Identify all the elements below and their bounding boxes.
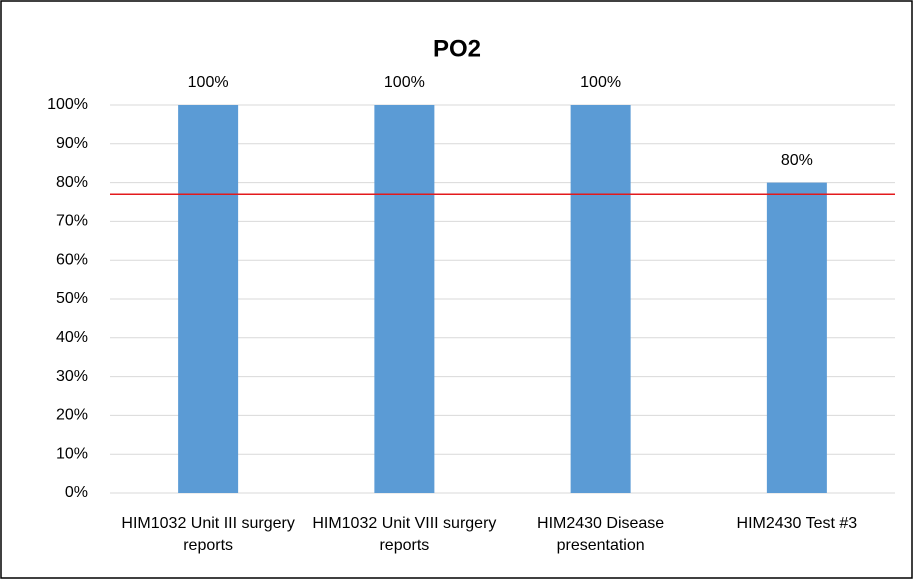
chart-title: PO2 [433,35,481,62]
x-tick-label: HIM2430 Disease presentation [537,515,665,554]
data-label: 100% [384,74,425,91]
x-tick-label: HIM2430 Test #3 [736,515,858,532]
y-tick-label: 50% [56,290,88,307]
y-tick-label: 30% [56,368,88,385]
bar [570,105,631,493]
y-tick-label: 0% [65,484,88,501]
y-tick-label: 60% [56,251,88,268]
y-tick-label: 10% [56,445,88,462]
bar [374,105,435,493]
y-tick-label: 90% [56,135,88,152]
x-tick-label: HIM1032 Unit III surgery reports [121,515,295,554]
data-label: 80% [781,152,813,169]
y-tick-label: 40% [56,329,88,346]
y-tick-label: 20% [56,407,88,424]
data-label: 100% [188,74,229,91]
bar [178,105,239,493]
x-tick-label: HIM1032 Unit VIII surgery reports [312,515,497,554]
y-tick-label: 100% [47,96,88,113]
data-label: 100% [580,74,621,91]
y-tick-label: 80% [56,174,88,191]
bar [766,182,827,493]
y-tick-label: 70% [56,213,88,230]
